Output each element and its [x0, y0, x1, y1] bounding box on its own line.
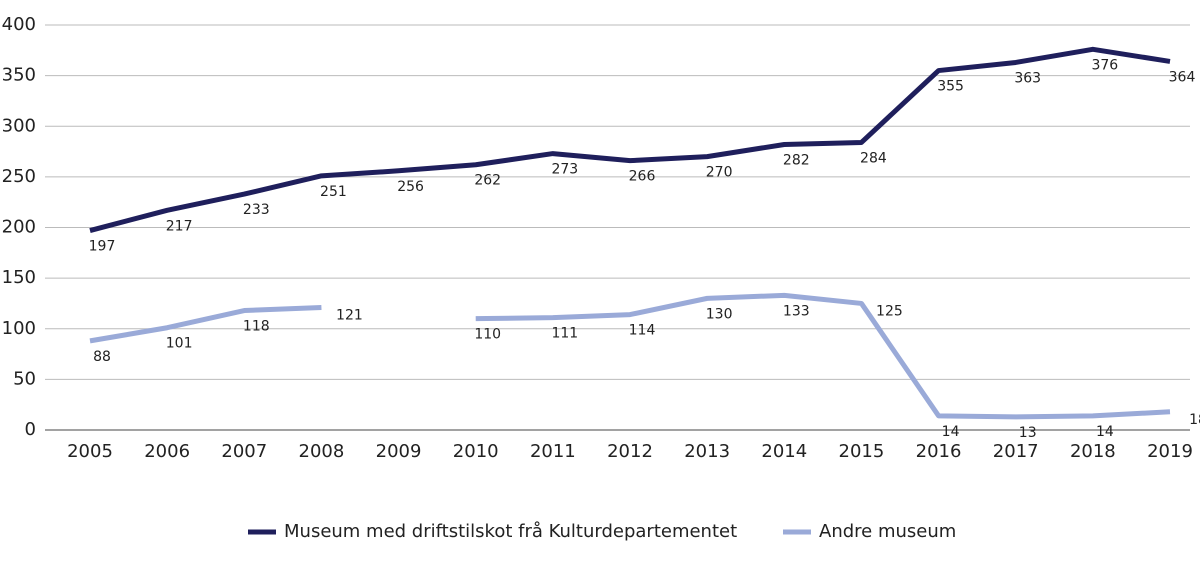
x-tick-label: 2014: [761, 441, 807, 462]
series-line: [89, 46, 1171, 233]
data-label: 118: [243, 319, 270, 335]
series-line: [475, 292, 1171, 420]
data-label: 114: [629, 323, 656, 339]
data-label: 262: [474, 173, 501, 189]
data-label: 110: [474, 327, 501, 343]
data-label: 273: [551, 162, 578, 178]
y-tick-label: 200: [2, 217, 36, 238]
x-tick-label: 2013: [684, 441, 730, 462]
data-label: 217: [166, 218, 193, 234]
x-tick-label: 2019: [1147, 441, 1193, 462]
data-label: 125: [876, 303, 903, 319]
y-tick-label: 0: [25, 419, 36, 440]
data-label: 363: [1014, 70, 1041, 86]
data-label: 14: [1096, 424, 1114, 440]
x-tick-label: 2017: [993, 441, 1039, 462]
data-label: 88: [93, 349, 111, 365]
data-label: 251: [320, 184, 347, 200]
x-tick-label: 2016: [916, 441, 962, 462]
x-tick-label: 2018: [1070, 441, 1116, 462]
legend-label: Museum med driftstilskot frå Kulturdepar…: [284, 521, 737, 542]
data-label: 197: [89, 239, 116, 255]
x-tick-label: 2005: [67, 441, 113, 462]
y-tick-label: 350: [2, 65, 36, 86]
data-label: 13: [1019, 425, 1037, 441]
x-tick-label: 2012: [607, 441, 653, 462]
legend-label: Andre museum: [819, 521, 956, 542]
x-tick-label: 2007: [221, 441, 267, 462]
y-tick-label: 50: [13, 368, 36, 389]
data-label: 270: [706, 165, 733, 181]
y-tick-label: 300: [2, 115, 36, 136]
x-tick-label: 2011: [530, 441, 576, 462]
data-label: 133: [783, 303, 810, 319]
data-label: 282: [783, 152, 810, 168]
data-label: 121: [336, 307, 363, 323]
x-tick-label: 2010: [453, 441, 499, 462]
data-label: 18: [1189, 412, 1200, 428]
data-label: 376: [1091, 57, 1118, 73]
data-label: 364: [1169, 69, 1196, 85]
data-label: 111: [551, 326, 578, 342]
y-tick-label: 100: [2, 318, 36, 339]
x-tick-label: 2006: [144, 441, 190, 462]
y-tick-label: 150: [2, 267, 36, 288]
series-line: [89, 304, 322, 344]
data-label: 266: [629, 169, 656, 185]
data-label: 256: [397, 179, 424, 195]
data-label: 101: [166, 336, 193, 352]
x-tick-label: 2009: [376, 441, 422, 462]
x-tick-label: 2008: [299, 441, 345, 462]
data-label: 355: [937, 79, 964, 95]
x-tick-label: 2015: [839, 441, 885, 462]
data-label: 14: [942, 424, 960, 440]
data-label: 130: [706, 306, 733, 322]
data-label: 233: [243, 202, 270, 218]
y-tick-label: 250: [2, 166, 36, 187]
data-label: 284: [860, 150, 887, 166]
y-tick-label: 400: [2, 14, 36, 35]
